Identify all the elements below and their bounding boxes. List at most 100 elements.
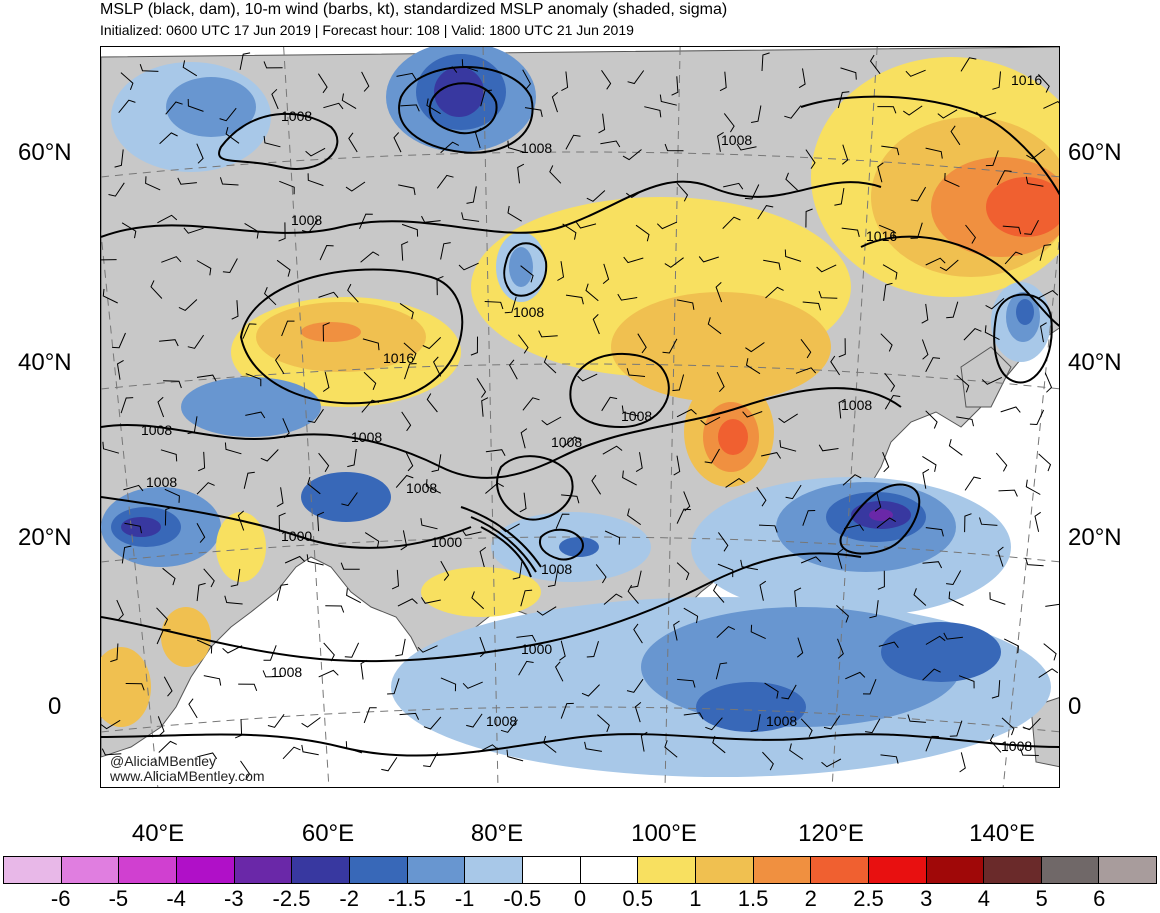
wind-barb [922,668,941,681]
wind-barb [836,605,849,623]
wind-barb [581,684,600,697]
wind-barb [145,176,161,191]
wind-barb [989,592,1006,605]
wind-barb [785,484,802,500]
wind-barb [420,518,438,530]
wind-barb [387,678,400,695]
wind-barb [922,455,937,472]
wind-barb [562,223,577,240]
wind-barb [705,717,723,731]
lat-label-40n-right: 40°N [1068,349,1122,376]
wind-barb [798,68,806,89]
wind-barb [662,338,678,354]
wind-barb [717,532,729,552]
wind-barb [910,186,927,202]
isobar-label: 1008 [141,422,172,438]
wind-barb [397,598,418,607]
colorbar-tick-label: -6 [50,886,71,911]
wind-barb [484,301,504,310]
meridian-line [482,47,499,787]
wind-barb [981,376,1003,385]
colorbar-tick-label: 6 [1093,886,1106,911]
wind-barb [522,397,540,411]
wind-barb [778,413,798,424]
wind-barb [278,222,286,242]
wind-barb [177,177,197,185]
wind-barb [401,411,412,432]
wind-barb [282,418,290,439]
wind-barb [1043,101,1059,109]
wind-barb [423,716,442,730]
colorbar-tick-label: -1.5 [387,886,426,911]
wind-barb [626,678,644,693]
wind-barb [877,162,884,183]
isobar-label: 1008 [406,480,437,496]
wind-barb [640,731,648,752]
colorbar-cell [753,857,812,883]
wind-barb [237,510,245,531]
wind-barb [1024,219,1039,235]
wind-barb [617,293,638,301]
wind-barb [322,322,330,342]
wind-barb [440,141,460,154]
wind-barb [360,659,368,680]
isobar-label: 1008 [486,713,517,729]
wind-barb [188,698,198,719]
wind-barb [757,205,774,220]
wind-barb [676,299,695,310]
wind-barb [361,71,370,92]
wind-barb [577,373,598,382]
wind-barb [664,143,684,152]
wind-barb [604,530,621,545]
isobar-label: 1000 [431,534,462,550]
wind-barb [991,680,1001,699]
wind-barb-layer [101,52,1059,781]
wind-barb [500,719,518,733]
wind-barb [956,374,970,393]
wind-barb [178,299,198,311]
wind-barb [267,714,285,728]
wind-barb [736,143,757,151]
wind-barb [341,492,358,507]
wind-barb [426,393,438,413]
wind-barb [318,291,339,299]
wind-barb [317,73,328,94]
wind-barb [622,149,642,161]
credit-url: www.AliciaMBentley.com [110,768,265,784]
wind-barb [623,256,644,264]
wind-barb [683,607,699,624]
wind-barb [626,368,646,377]
wind-barb [877,106,897,114]
wind-barb [627,70,645,85]
wind-barb [196,639,213,654]
wind-barb [461,59,479,72]
isobar-label: 1008 [521,140,552,156]
wind-barb [1002,225,1022,235]
wind-barb [878,224,895,239]
wind-barb [922,468,930,489]
wind-barb [830,355,841,376]
wind-barb [197,752,218,760]
meridian-line [831,47,878,787]
wind-barb [536,606,557,616]
wind-barb [231,300,239,320]
wind-barb [756,486,767,507]
wind-barb [673,620,680,641]
wind-barb [802,510,816,526]
wind-barb [823,715,841,730]
wind-barb [837,91,850,109]
wind-barb [543,735,557,753]
isobar-layer [101,66,1059,757]
wind-barb [586,190,606,202]
wind-barb [276,583,289,601]
wind-barb [634,702,642,723]
wind-barb [318,452,330,472]
meridian-line [283,47,330,787]
wind-barb [391,569,400,590]
wind-barb [1003,638,1020,654]
wind-barb [845,671,866,680]
wind-barb [598,113,606,134]
wind-barb [278,512,286,532]
wind-barb [996,170,1012,186]
wind-barb [585,283,599,302]
